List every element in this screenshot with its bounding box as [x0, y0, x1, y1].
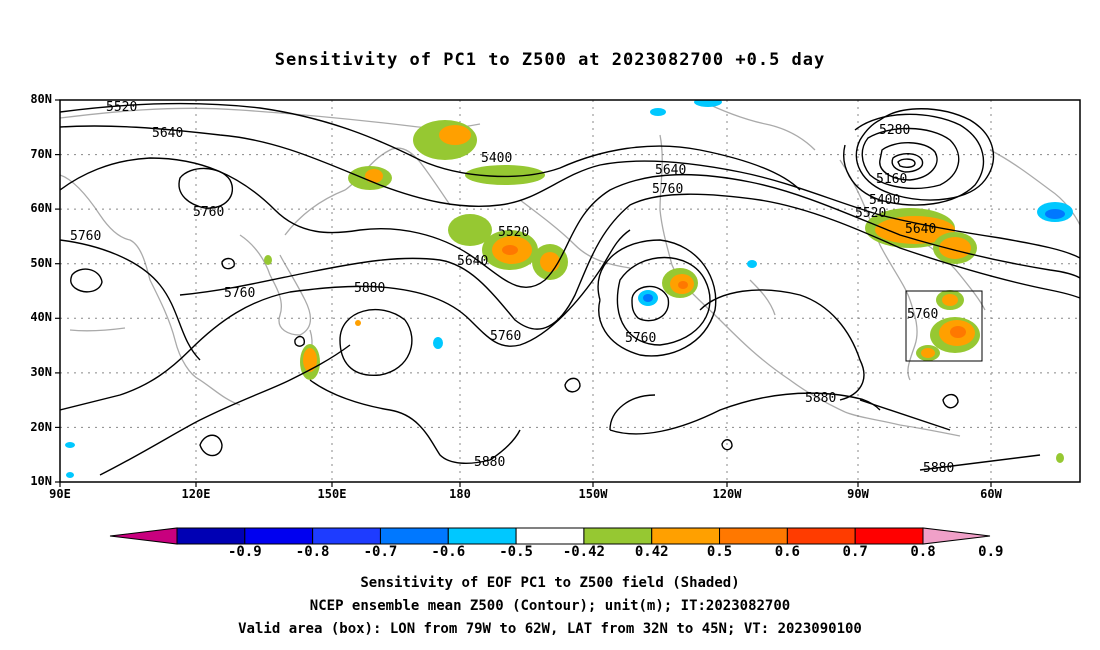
- valid-area-box: [905, 290, 983, 362]
- caption-shaded: Sensitivity of EOF PC1 to Z500 field (Sh…: [360, 575, 740, 591]
- contour-label: 5880: [354, 281, 385, 296]
- contour-label: 5640: [905, 222, 936, 237]
- lon-label: 90W: [847, 487, 869, 501]
- colorbar-tick-label: 0.5: [706, 544, 733, 560]
- colorbar-cell: [447, 527, 517, 545]
- lat-label: 10N: [30, 474, 52, 488]
- contour-label: 5520: [498, 225, 529, 240]
- colorbar-cell: [515, 527, 585, 545]
- colorbar-tick-label: 0.8: [910, 544, 936, 560]
- contour-label: 5640: [152, 126, 183, 141]
- contour-label: 5520: [855, 206, 886, 221]
- contour-label: 5760: [490, 329, 521, 344]
- lat-label: 60N: [30, 201, 52, 215]
- colorbar-tick-label: -0.5: [499, 544, 533, 560]
- map-title: Sensitivity of PC1 to Z500 at 2023082700…: [274, 50, 826, 70]
- colorbar-cell: [854, 527, 924, 545]
- lon-label: 150E: [317, 487, 347, 501]
- colorbar-cell: [176, 527, 246, 545]
- lat-label: 30N: [30, 365, 52, 379]
- contour-label: 5520: [106, 100, 137, 115]
- lon-label: 180: [449, 487, 471, 501]
- contour-label: 5760: [907, 307, 938, 322]
- colorbar-tick-label: -0.6: [431, 544, 466, 560]
- colorbar-cell: [379, 527, 449, 545]
- lat-label: 50N: [30, 256, 52, 270]
- contour-label: 5760: [652, 182, 683, 197]
- lon-label: 150W: [578, 487, 608, 501]
- z500-contours: [60, 102, 1080, 476]
- colorbar-cell: [109, 527, 178, 545]
- lon-label: 120W: [712, 487, 742, 501]
- lat-label: 40N: [30, 310, 52, 324]
- lat-label: 70N: [30, 147, 52, 161]
- contour-label: 5880: [805, 391, 836, 406]
- colorbar-tick-label: 0.7: [842, 544, 868, 560]
- contour-label: 5760: [224, 286, 255, 301]
- contour-label: 5400: [869, 193, 900, 208]
- colorbar-tick-label: 0.9: [978, 544, 1004, 560]
- colorbar-tick-label: -0.7: [363, 544, 398, 560]
- colorbar-tick-label: -0.8: [295, 544, 330, 560]
- lat-label: 80N: [30, 92, 52, 106]
- contour-label: 5280: [879, 123, 910, 138]
- lon-label: 60W: [980, 487, 1002, 501]
- caption-contour: NCEP ensemble mean Z500 (Contour); unit(…: [309, 598, 791, 614]
- colorbar-cell: [719, 527, 788, 545]
- contour-label: 5880: [474, 455, 505, 470]
- contour-label: 5640: [655, 163, 686, 178]
- colorbar-tick-label: -0.9: [227, 544, 262, 560]
- colorbar-cell: [583, 527, 653, 545]
- lat-label: 20N: [30, 420, 52, 434]
- caption-valid-area: Valid area (box): LON from 79W to 62W, L…: [238, 621, 862, 637]
- colorbar-tick-label: 0.6: [774, 544, 800, 560]
- contour-labels: 5520 5640 5760 5760 5760 5880 5400 5520 …: [70, 100, 954, 476]
- contour-label: 5760: [625, 331, 656, 346]
- colorbar-cell: [922, 527, 991, 545]
- colorbar-tick-label: 0.42: [634, 544, 669, 560]
- contour-label: 5880: [923, 461, 954, 476]
- graticule: [60, 100, 1080, 482]
- contour-label: 5760: [70, 229, 101, 244]
- contour-label: 5400: [481, 151, 512, 166]
- colorbar-cell: [786, 527, 856, 545]
- colorbar-cell: [651, 527, 721, 545]
- contour-label: 5160: [876, 172, 907, 187]
- sensitivity-shading: [65, 100, 1073, 478]
- lon-label: 90E: [49, 487, 71, 501]
- colorbar-tick-label: -0.42: [562, 544, 605, 560]
- lon-label: 120E: [181, 487, 211, 501]
- colorbar-cell: [244, 527, 314, 545]
- contour-label: 5640: [457, 254, 488, 269]
- colorbar-cell: [312, 527, 381, 545]
- contour-label: 5760: [193, 205, 224, 220]
